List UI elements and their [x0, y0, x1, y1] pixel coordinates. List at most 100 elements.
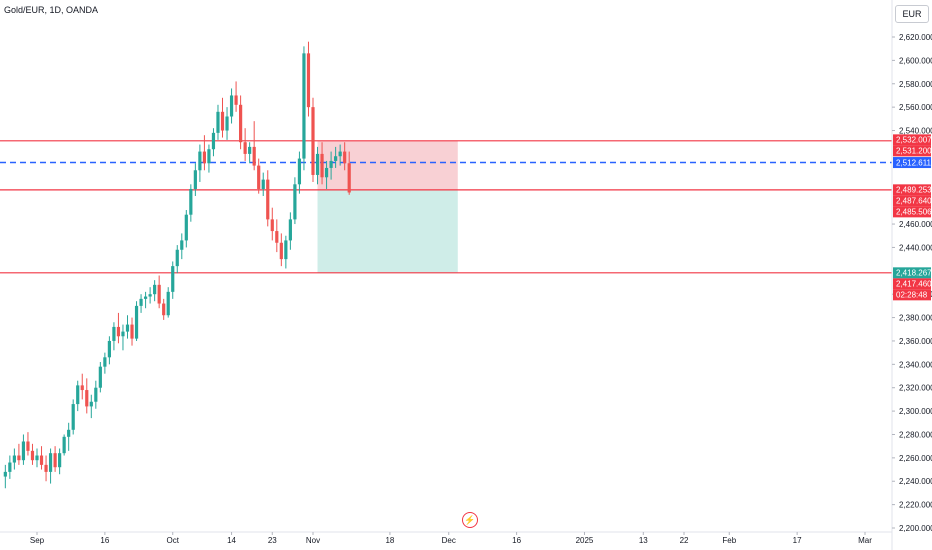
countdown-label: 02:28:48: [896, 291, 928, 300]
candle-body: [207, 149, 211, 164]
candle-body: [229, 95, 234, 117]
candle-body: [302, 53, 306, 159]
candle-body: [85, 390, 89, 407]
price-tag-label: 2,487.640: [896, 197, 932, 206]
candle-body: [211, 132, 216, 150]
flash-icon[interactable]: ⚡: [462, 512, 478, 528]
price-tick-label: 2,540.000: [899, 127, 932, 136]
price-tag: [893, 184, 931, 196]
price-tags: 2,532.007 2,531.200 2,512.611 2,489.253 2,48…: [893, 134, 932, 301]
price-tag-label: 2,489.253: [896, 186, 932, 195]
time-tick-label: 16: [512, 536, 521, 545]
candle-body: [71, 404, 75, 430]
candle-body: [279, 242, 283, 260]
time-tick-label: 13: [639, 536, 648, 545]
price-tag-label: 2,531.200: [896, 147, 932, 156]
take-profit-zone: [317, 189, 458, 273]
candle-body: [80, 385, 84, 391]
candle-body: [103, 357, 107, 367]
price-tick-label: 2,580.000: [899, 80, 932, 89]
candle-body: [17, 455, 21, 461]
candle-body: [130, 324, 134, 339]
price-tag: [893, 157, 931, 169]
time-tick-label: Dec: [442, 536, 456, 545]
price-tag-label: 2,417.460: [896, 280, 932, 289]
candle-body: [288, 219, 292, 241]
price-tick-label: 2,340.000: [899, 360, 932, 369]
candles: [3, 41, 351, 489]
candle-body: [189, 188, 193, 215]
symbol-title: Gold/EUR, 1D, OANDA: [4, 5, 99, 15]
candle-body: [252, 146, 256, 166]
candle-body: [297, 158, 302, 185]
candle-body: [26, 441, 30, 451]
candle-body: [107, 340, 111, 358]
time-axis[interactable]: Sep 16 Oct 14 23 Nov 18 Dec 16 2025 13 22 Feb 17 Mar: [0, 531, 892, 545]
price-tick-label: 2,200.000: [899, 524, 932, 533]
candle-body: [143, 296, 148, 299]
candle-body: [198, 151, 202, 171]
time-tick-label: 18: [385, 536, 394, 545]
time-tick-label: 22: [680, 536, 689, 545]
position-zones: [317, 140, 458, 273]
candle-body: [343, 151, 347, 164]
price-tag-label: 2,418.267: [896, 269, 932, 278]
price-tag: [893, 267, 931, 279]
candle-body: [39, 455, 44, 465]
candle-body: [58, 453, 62, 468]
price-tick-label: 2,300.000: [899, 407, 932, 416]
currency-selector[interactable]: EUR: [895, 5, 929, 23]
candle-body: [243, 142, 247, 154]
candle-body: [53, 453, 57, 468]
candle-body: [12, 455, 16, 463]
stop-loss-zone: [317, 140, 458, 190]
price-tick-label: 2,220.000: [899, 501, 932, 510]
candle-body: [8, 462, 12, 472]
candle-body: [334, 156, 338, 161]
candle-body: [234, 95, 238, 105]
price-tag: [893, 278, 931, 290]
price-tick-label: 2,620.000: [899, 33, 932, 42]
price-tag-label: 2,532.007: [896, 136, 932, 145]
candle-body: [76, 385, 80, 405]
candle-body: [148, 294, 152, 297]
candle-body: [338, 151, 342, 157]
price-tick-label: 2,560.000: [899, 103, 932, 112]
candle-body: [270, 219, 274, 232]
candle-body: [220, 111, 225, 131]
price-tick-label: 2,460.000: [899, 220, 932, 229]
price-tick-label: 2,320.000: [899, 384, 932, 393]
time-tick-label: Feb: [722, 536, 736, 545]
price-tag: [893, 206, 931, 218]
candle-body: [153, 284, 157, 295]
time-tick-label: Sep: [30, 536, 45, 545]
horizontal-levels: [0, 140, 892, 274]
candle-body: [112, 326, 116, 341]
candle-body: [329, 160, 333, 168]
candle-body: [193, 170, 197, 189]
candle-body: [125, 324, 130, 332]
price-tick-label: 2,260.000: [899, 454, 932, 463]
candle-body: [266, 179, 270, 220]
candle-body: [293, 184, 297, 220]
price-tick-label: 2,360.000: [899, 337, 932, 346]
price-tick-label: 2,440.000: [899, 243, 932, 252]
price-tick-label: 2,380.000: [899, 314, 932, 323]
time-tick-label: Nov: [306, 536, 320, 545]
candle-body: [139, 298, 143, 306]
candle-body: [121, 331, 125, 337]
candle-body: [98, 366, 102, 388]
time-tick-label: Oct: [167, 536, 180, 545]
candle-body: [62, 436, 66, 454]
candle-body: [162, 303, 166, 316]
candle-body: [157, 284, 161, 304]
candle-body: [347, 163, 351, 193]
candle-body: [184, 214, 188, 241]
time-tick-label: 16: [100, 536, 109, 545]
candle-body: [306, 53, 311, 108]
candle-body: [35, 455, 39, 461]
candle-body: [94, 387, 98, 402]
candle-body: [48, 453, 53, 472]
candle-body: [175, 249, 179, 267]
